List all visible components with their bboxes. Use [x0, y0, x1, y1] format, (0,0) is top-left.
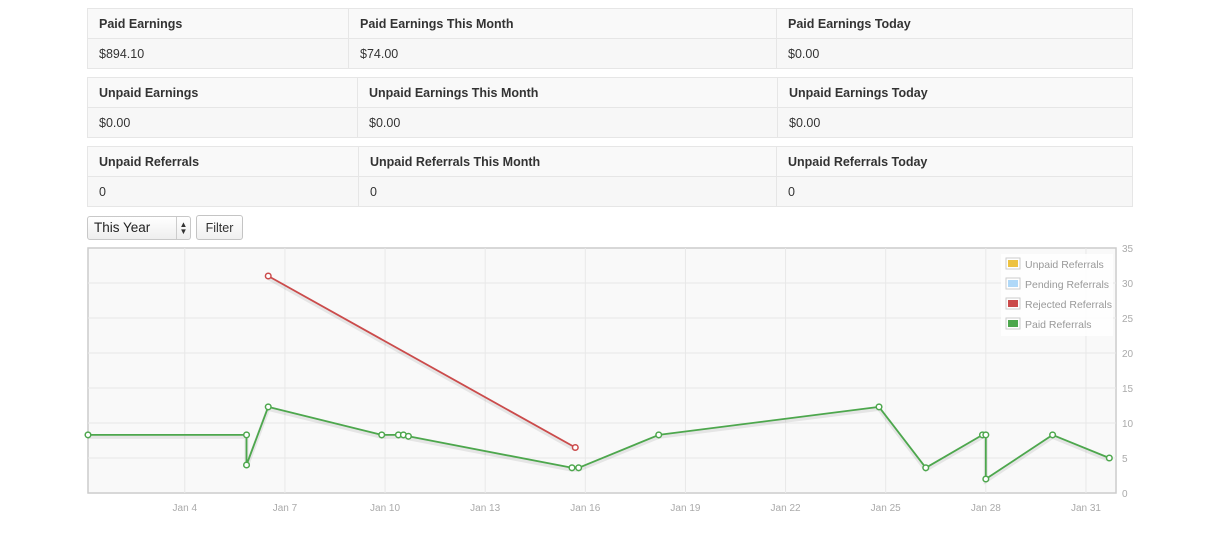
unpaid-earnings-table: Unpaid Earnings Unpaid Earnings This Mon…	[87, 77, 1133, 138]
legend-swatch	[1008, 280, 1018, 287]
unpaid-referrals-table: Unpaid Referrals Unpaid Referrals This M…	[87, 146, 1133, 207]
data-point	[404, 432, 412, 440]
y-tick-label: 0	[1122, 489, 1128, 500]
unpaid-referrals-month-value: 0	[358, 176, 777, 207]
grid	[88, 248, 1116, 493]
data-point	[982, 475, 990, 483]
data-point	[378, 431, 386, 439]
filter-button[interactable]: Filter	[196, 215, 243, 240]
data-point	[568, 464, 576, 472]
unpaid-earnings-header: Unpaid Earnings	[87, 77, 358, 108]
data-point	[922, 464, 930, 472]
legend-label: Pending Referrals	[1025, 279, 1109, 291]
legend-swatch	[1008, 300, 1018, 307]
select-arrows-icon: ▲ ▼	[176, 217, 190, 239]
chart-legend: Unpaid Referrals Pending Referrals Rejecte…	[1001, 254, 1113, 336]
x-tick-label: Jan 19	[670, 503, 700, 514]
y-tick-label: 35	[1122, 244, 1134, 255]
paid-earnings-table: Paid Earnings Paid Earnings This Month P…	[87, 8, 1133, 69]
x-tick-label: Jan 7	[273, 503, 298, 514]
data-point	[1049, 431, 1057, 439]
paid-earnings-value: $894.10	[87, 38, 349, 69]
x-tick-label: Jan 22	[771, 503, 801, 514]
y-tick-label: 15	[1122, 384, 1134, 395]
plot-area	[87, 247, 1117, 494]
y-tick-label: 30	[1122, 279, 1134, 290]
unpaid-earnings-month-value: $0.00	[357, 107, 778, 138]
series-line	[267, 275, 576, 449]
paid-earnings-today-header: Paid Earnings Today	[776, 8, 1133, 39]
unpaid-referrals-month-header: Unpaid Referrals This Month	[358, 146, 777, 177]
legend-swatch	[1008, 260, 1018, 267]
data-point	[84, 431, 92, 439]
data-point	[264, 403, 272, 411]
x-tick-label: Jan 4	[173, 503, 198, 514]
period-select[interactable]: This Year ▲ ▼	[87, 216, 191, 240]
legend-label: Unpaid Referrals	[1025, 259, 1104, 271]
x-tick-label: Jan 28	[971, 503, 1001, 514]
unpaid-referrals-today-value: 0	[776, 176, 1133, 207]
x-tick-label: Jan 13	[470, 503, 500, 514]
data-point	[875, 403, 883, 411]
data-point	[571, 443, 579, 452]
y-tick-label: 20	[1122, 349, 1134, 360]
unpaid-earnings-month-header: Unpaid Earnings This Month	[357, 77, 778, 108]
data-point	[242, 461, 251, 469]
data-point	[1105, 454, 1113, 462]
data-point	[982, 431, 990, 439]
paid-earnings-header: Paid Earnings	[87, 8, 349, 39]
unpaid-earnings-value: $0.00	[87, 107, 358, 138]
axis-ticks: 0 5 10 15 20 25 30 35 Jan 4 Jan 7 Jan 10 Jan 13 Jan …	[173, 244, 1134, 514]
paid-earnings-month-value: $74.00	[348, 38, 777, 69]
legend-label: Rejected Referrals	[1025, 299, 1112, 311]
paid-earnings-month-header: Paid Earnings This Month	[348, 8, 777, 39]
data-point	[242, 431, 251, 439]
series	[84, 272, 1113, 485]
series-shadow	[267, 276, 577, 452]
x-tick-label: Jan 10	[370, 503, 400, 514]
y-tick-label: 25	[1122, 314, 1134, 325]
unpaid-earnings-today-value: $0.00	[777, 107, 1133, 138]
unpaid-referrals-value: 0	[87, 176, 359, 207]
y-tick-label: 5	[1122, 454, 1128, 465]
x-tick-label: Jan 25	[871, 503, 901, 514]
unpaid-referrals-header: Unpaid Referrals	[87, 146, 359, 177]
data-point	[264, 272, 272, 280]
data-point	[655, 431, 663, 439]
unpaid-earnings-today-header: Unpaid Earnings Today	[777, 77, 1133, 108]
x-tick-label: Jan 31	[1071, 503, 1101, 514]
legend-label: Paid Referrals	[1025, 319, 1092, 331]
paid-earnings-today-value: $0.00	[776, 38, 1133, 69]
period-select-value: This Year	[94, 220, 151, 235]
x-tick-label: Jan 16	[570, 503, 600, 514]
data-point	[575, 464, 583, 472]
legend-swatch	[1008, 320, 1018, 327]
y-tick-label: 10	[1122, 419, 1134, 430]
